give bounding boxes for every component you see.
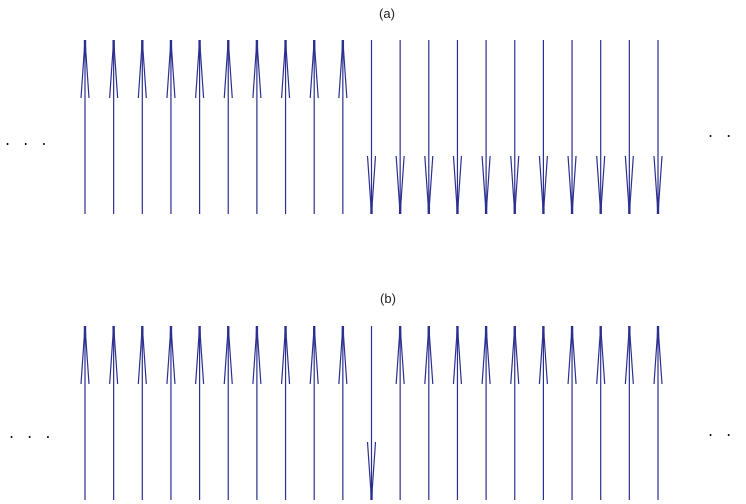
panel-b-spin-down-arrow-11 [366,326,377,501]
panel-a-label: (a) [379,6,395,21]
panel-b-left-ellipsis: . . . [9,423,55,442]
panel-a-spin-up-arrow-8 [280,39,291,214]
panel-b-spin-up-arrow-16 [510,325,520,500]
panel-b-spin-up-arrow-14 [452,325,463,500]
panel-b-spin-up-arrow-18 [567,325,577,500]
panel-a-spin-down-arrow-16 [510,40,520,215]
panel-b-spin-up-arrow-5 [195,325,205,500]
panel-b-spin-up-arrow-10 [338,325,348,500]
panel-a-spin-down-arrow-14 [452,40,463,215]
panel-b-spin-up-arrow-12 [395,325,405,500]
panel-b-spin-up-arrow-13 [424,325,434,500]
panel-a-spin-up-arrow-3 [137,39,147,214]
panel-a-spin-down-arrow-18 [567,40,577,215]
panel-b-spin-up-arrow-8 [280,325,291,500]
panel-a-spin-down-arrow-20 [624,40,634,215]
panel-a-spin-down-arrow-17 [538,40,548,215]
panel-b-spin-up-arrow-7 [252,325,262,500]
panel-b-spin-up-arrow-15 [481,325,491,500]
panel-a-spin-down-arrow-19 [596,40,606,215]
panel-a-spin-down-arrow-11 [366,40,377,215]
panel-a-left-ellipsis: . . . [5,130,51,149]
panel-b-spin-up-arrow-2 [109,325,119,500]
panel-a-spin-up-arrow-2 [109,39,119,214]
panel-a-spin-down-arrow-15 [481,40,491,215]
panel-b-spin-up-arrow-9 [309,325,319,500]
panel-a-spin-down-arrow-21 [653,40,663,215]
panel-b-spin-up-arrow-19 [596,325,606,500]
panel-a-spin-down-arrow-13 [424,40,434,215]
panel-b-right-ellipsis: . . . [708,421,746,440]
panel-a-spin-up-arrow-4 [166,39,176,214]
panel-a-right-ellipsis: . . . [708,122,746,141]
panel-a-spin-chain [80,39,663,215]
panel-a-spin-up-arrow-9 [309,39,319,214]
panel-a-spin-up-arrow-10 [338,39,348,214]
panel-b-spin-up-arrow-6 [223,325,233,500]
panel-b-spin-up-arrow-4 [166,325,176,500]
panel-a-spin-down-arrow-12 [395,40,405,215]
panel-a-spin-up-arrow-7 [252,39,262,214]
panel-a-spin-up-arrow-5 [195,39,205,214]
panel-b-spin-up-arrow-17 [538,325,548,500]
panel-b-label: (b) [380,291,396,306]
panel-b-spin-up-arrow-1 [80,325,90,500]
panel-a-spin-up-arrow-6 [223,39,233,214]
panel-b-spin-up-arrow-20 [624,325,634,500]
panel-a-spin-up-arrow-1 [80,39,90,214]
panel-b-spin-up-arrow-3 [137,325,147,500]
panel-b-spin-chain [80,325,663,501]
panel-b-spin-up-arrow-21 [653,325,663,500]
